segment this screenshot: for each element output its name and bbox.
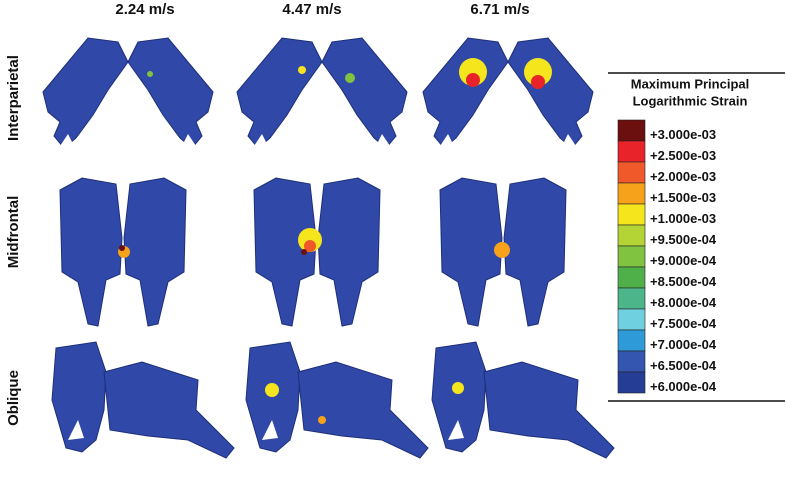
- legend-label: +6.500e-04: [650, 358, 717, 373]
- legend-swatch: [617, 119, 646, 142]
- legend-swatch: [617, 140, 646, 163]
- legend-label: +7.000e-04: [650, 337, 717, 352]
- legend-swatch: [617, 182, 646, 205]
- row-label: Midfrontal: [5, 196, 22, 269]
- legend-label: +2.500e-03: [650, 148, 716, 163]
- panel: [423, 38, 615, 459]
- legend-swatch: [617, 308, 646, 331]
- legend-title: Logarithmic Strain: [633, 93, 748, 108]
- legend-swatch: [617, 224, 646, 247]
- legend-label: +8.000e-04: [650, 295, 717, 310]
- column-header: 2.24 m/s: [115, 1, 174, 18]
- legend-swatch: [617, 329, 646, 352]
- legend-swatch: [617, 350, 646, 373]
- legend-label: +8.500e-04: [650, 274, 717, 289]
- legend-swatch: [617, 161, 646, 184]
- column-header: 6.71 m/s: [470, 1, 529, 18]
- legend-swatch: [617, 371, 646, 394]
- legend-swatch: [617, 203, 646, 226]
- legend-swatch: [617, 287, 646, 310]
- legend-label: +2.000e-03: [650, 169, 716, 184]
- legend-label: +6.000e-04: [650, 379, 717, 394]
- legend-label: +1.500e-03: [650, 190, 716, 205]
- row-label: Interparietal: [5, 55, 22, 141]
- column-header: 4.47 m/s: [282, 1, 341, 18]
- panel: [237, 38, 429, 459]
- legend-swatch: [617, 245, 646, 268]
- legend-label: +9.500e-04: [650, 232, 717, 247]
- legend-label: +9.000e-04: [650, 253, 717, 268]
- legend-title: Maximum Principal: [631, 76, 749, 91]
- legend-label: +1.000e-03: [650, 211, 716, 226]
- panel: [43, 38, 235, 459]
- row-label: Oblique: [5, 370, 22, 426]
- legend-swatch: [617, 266, 646, 289]
- legend-label: +3.000e-03: [650, 127, 716, 142]
- legend: +3.000e-03 +2.500e-03 +2.000e-03 +1.500e-03…: [617, 119, 717, 394]
- legend-label: +7.500e-04: [650, 316, 717, 331]
